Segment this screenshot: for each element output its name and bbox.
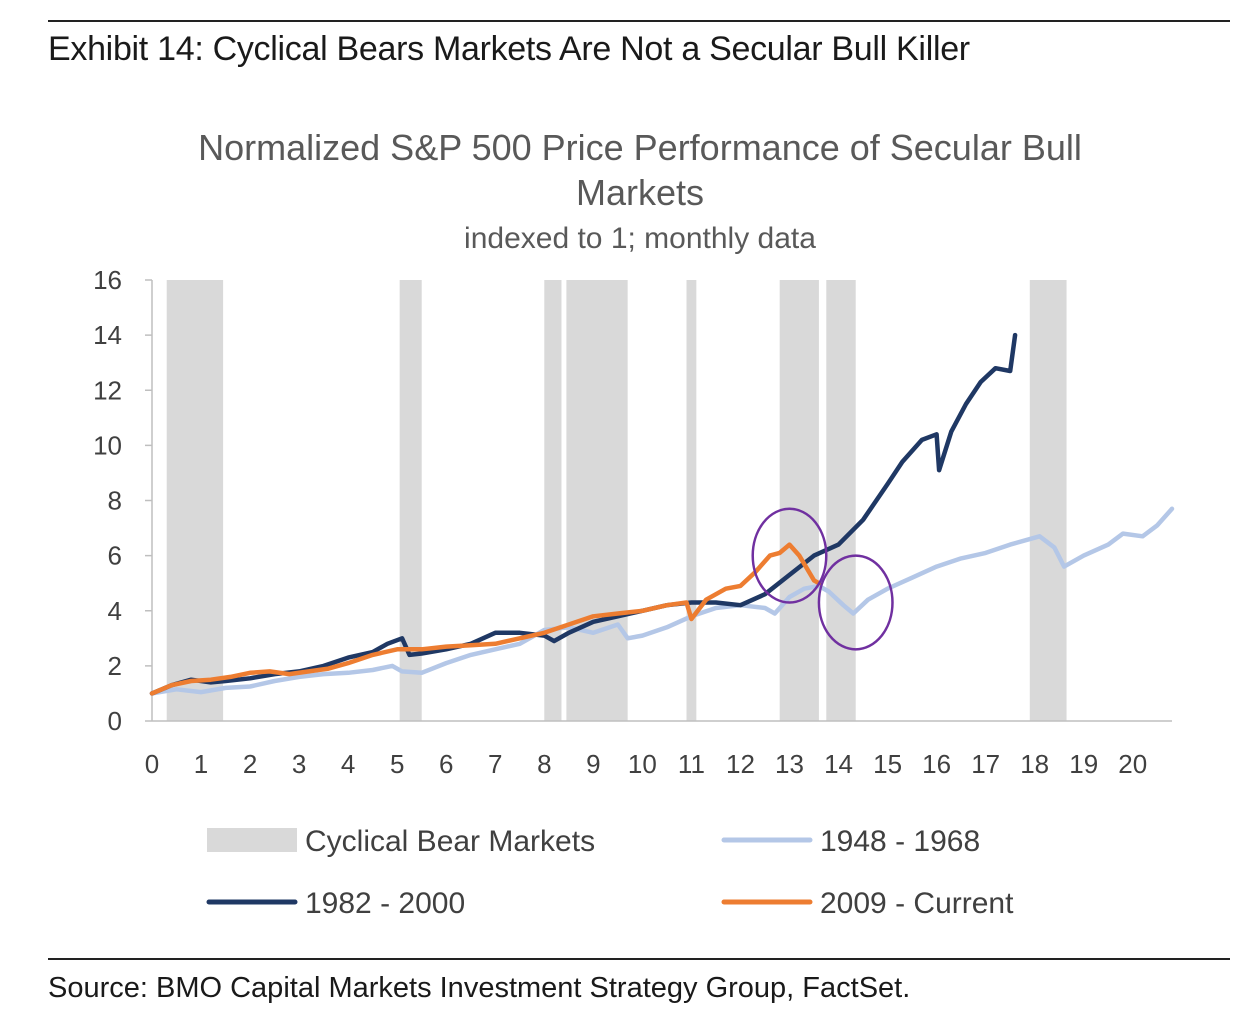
x-tick-label-1: 1 [194, 749, 208, 779]
x-tick-label-3: 3 [292, 749, 306, 779]
exhibit-title: Exhibit 14: Cyclical Bears Markets Are N… [48, 30, 970, 68]
chart-subtitle: indexed to 1; monthly data [464, 222, 816, 255]
bear-market-band-5 [779, 280, 819, 721]
bear-market-band-6 [826, 280, 856, 721]
legend-label-0: Cyclical Bear Markets [305, 825, 595, 858]
y-tick-label-4: 8 [108, 486, 122, 516]
top-rule [48, 20, 1230, 22]
y-tick-label-8: 16 [93, 265, 122, 295]
y-tick-label-0: 0 [108, 706, 122, 736]
x-tick-label-6: 6 [439, 749, 453, 779]
legend-label-2: 1982 - 2000 [305, 887, 465, 920]
x-tick-label-7: 7 [488, 749, 502, 779]
x-tick-label-19: 19 [1069, 749, 1098, 779]
bear-market-bands [166, 280, 1067, 721]
bear-market-band-7 [1029, 280, 1067, 721]
y-tick-label-7: 14 [93, 320, 122, 350]
x-tick-label-11: 11 [678, 749, 705, 779]
chart-title-line1: Normalized S&P 500 Price Performance of … [198, 127, 1082, 168]
y-tick-label-6: 12 [93, 375, 122, 405]
x-tick-label-0: 0 [145, 749, 159, 779]
x-tick-label-8: 8 [537, 749, 551, 779]
source-note: Source: BMO Capital Markets Investment S… [48, 972, 911, 1004]
legend-label-1: 1948 - 1968 [820, 825, 980, 858]
highlight-circles [751, 507, 894, 651]
bear-market-band-2 [544, 280, 562, 721]
highlight-circle-0 [751, 507, 828, 604]
x-tick-label-4: 4 [341, 749, 355, 779]
highlight-circle-1 [817, 554, 894, 651]
x-tick-label-2: 2 [243, 749, 257, 779]
y-tick-label-2: 4 [108, 596, 122, 626]
x-tick-label-20: 20 [1118, 749, 1147, 779]
bear-market-band-0 [166, 280, 224, 721]
y-tick-label-3: 6 [108, 541, 122, 571]
bear-market-band-3 [566, 280, 628, 721]
x-tick-label-5: 5 [390, 749, 404, 779]
series-lines [149, 332, 1175, 696]
legend-swatch-0 [207, 828, 297, 852]
x-tick-label-18: 18 [1020, 749, 1049, 779]
y-tick-label-5: 10 [93, 430, 122, 460]
x-tick-label-9: 9 [586, 749, 600, 779]
x-tick-label-17: 17 [971, 749, 1000, 779]
bear-market-band-4 [686, 280, 697, 721]
legend-label-3: 2009 - Current [820, 887, 1014, 920]
chart: Normalized S&P 500 Price Performance of … [93, 127, 1175, 920]
series-line-0 [149, 506, 1175, 696]
x-tick-label-14: 14 [824, 749, 853, 779]
bottom-rule [48, 958, 1230, 960]
bear-market-band-1 [399, 280, 422, 721]
x-tick-label-13: 13 [775, 749, 804, 779]
x-tick-label-16: 16 [922, 749, 951, 779]
legend: Cyclical Bear Markets 1948 - 1968 1982 - 2… [206, 825, 1014, 920]
x-tick-label-10: 10 [628, 749, 657, 779]
x-tick-label-12: 12 [726, 749, 755, 779]
series-line-2 [149, 542, 822, 696]
chart-title-line2: Markets [576, 172, 704, 213]
x-tick-label-15: 15 [873, 749, 902, 779]
y-tick-label-1: 2 [108, 651, 122, 681]
